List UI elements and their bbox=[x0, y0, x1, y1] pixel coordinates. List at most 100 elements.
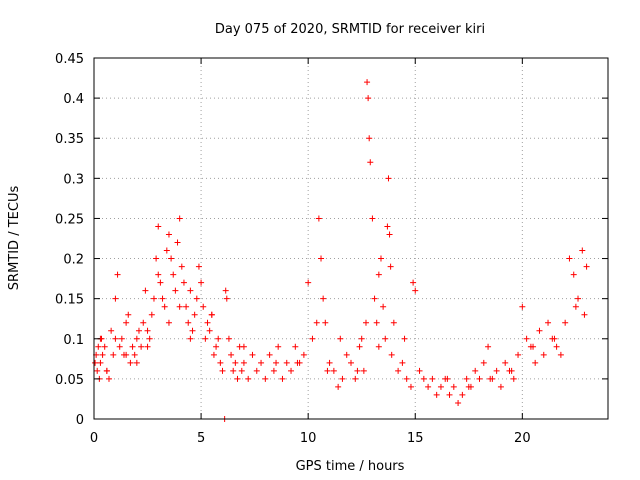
data-point bbox=[206, 327, 213, 334]
data-point bbox=[103, 367, 110, 374]
data-point bbox=[92, 359, 99, 366]
data-point bbox=[118, 335, 125, 342]
data-point bbox=[551, 335, 558, 342]
data-point bbox=[463, 375, 470, 382]
data-point bbox=[112, 335, 119, 342]
data-point bbox=[294, 359, 301, 366]
x-tick-label: 20 bbox=[514, 431, 531, 446]
data-point bbox=[324, 367, 331, 374]
data-point bbox=[437, 383, 444, 390]
data-point bbox=[234, 375, 241, 382]
y-tick-label: 0.35 bbox=[55, 132, 84, 147]
data-point bbox=[416, 367, 423, 374]
data-point bbox=[343, 351, 350, 358]
data-point bbox=[579, 247, 586, 254]
data-point bbox=[176, 303, 183, 310]
data-points bbox=[92, 79, 590, 422]
data-point bbox=[420, 375, 427, 382]
data-point bbox=[433, 391, 440, 398]
data-point bbox=[153, 255, 160, 262]
data-point bbox=[459, 391, 466, 398]
data-point bbox=[210, 351, 217, 358]
data-point bbox=[94, 367, 101, 374]
data-point bbox=[388, 351, 395, 358]
data-point bbox=[204, 319, 211, 326]
data-point bbox=[193, 295, 200, 302]
data-point bbox=[95, 343, 102, 350]
data-point bbox=[523, 335, 530, 342]
data-point bbox=[142, 287, 149, 294]
data-point bbox=[157, 279, 164, 286]
data-point bbox=[161, 303, 168, 310]
data-point bbox=[275, 343, 282, 350]
data-point bbox=[465, 383, 472, 390]
data-point bbox=[138, 343, 145, 350]
x-axis-label: GPS time / hours bbox=[296, 459, 405, 474]
data-point bbox=[249, 351, 256, 358]
data-point bbox=[375, 271, 382, 278]
data-point bbox=[187, 335, 194, 342]
data-point bbox=[377, 255, 384, 262]
data-point bbox=[401, 335, 408, 342]
data-point bbox=[425, 383, 432, 390]
data-point bbox=[219, 367, 226, 374]
data-point bbox=[168, 255, 175, 262]
data-point bbox=[386, 231, 393, 238]
data-point bbox=[116, 343, 123, 350]
data-point bbox=[450, 383, 457, 390]
data-point bbox=[390, 319, 397, 326]
data-point bbox=[305, 279, 312, 286]
data-point bbox=[487, 375, 494, 382]
data-point bbox=[364, 79, 371, 86]
data-point bbox=[562, 319, 569, 326]
x-tick-label: 5 bbox=[197, 431, 205, 446]
x-tick-label: 10 bbox=[300, 431, 317, 446]
y-axis-label: SRMTID / TECUs bbox=[7, 186, 22, 291]
data-point bbox=[366, 135, 373, 142]
data-point bbox=[493, 367, 500, 374]
data-point bbox=[444, 375, 451, 382]
data-point bbox=[240, 343, 247, 350]
data-point bbox=[371, 295, 378, 302]
data-point bbox=[292, 343, 299, 350]
data-point bbox=[133, 335, 140, 342]
data-point bbox=[198, 279, 205, 286]
data-point bbox=[429, 375, 436, 382]
data-point bbox=[176, 215, 183, 222]
data-point bbox=[300, 351, 307, 358]
data-point bbox=[129, 343, 136, 350]
data-point bbox=[208, 311, 215, 318]
data-point bbox=[228, 351, 235, 358]
data-point bbox=[270, 367, 277, 374]
data-point bbox=[358, 335, 365, 342]
y-axis: 0 0.05 0.1 0.15 0.2 0.25 0.3 0.35 0.4 0.45 bbox=[55, 52, 608, 428]
data-point bbox=[155, 223, 162, 230]
data-point bbox=[140, 319, 147, 326]
data-point bbox=[225, 335, 232, 342]
data-point bbox=[163, 247, 170, 254]
data-point bbox=[172, 287, 179, 294]
data-point bbox=[159, 295, 166, 302]
data-point bbox=[238, 367, 245, 374]
data-point bbox=[217, 359, 224, 366]
data-point bbox=[476, 375, 483, 382]
data-point bbox=[382, 335, 389, 342]
x-tick-label: 15 bbox=[407, 431, 424, 446]
data-point bbox=[262, 375, 269, 382]
data-point bbox=[515, 351, 522, 358]
data-point bbox=[99, 351, 106, 358]
data-point bbox=[191, 311, 198, 318]
data-point bbox=[395, 367, 402, 374]
data-point bbox=[148, 311, 155, 318]
y-tick-label: 0.05 bbox=[55, 373, 84, 388]
data-point bbox=[510, 375, 517, 382]
data-point bbox=[385, 175, 392, 182]
data-point bbox=[230, 367, 237, 374]
data-point bbox=[114, 271, 121, 278]
data-point bbox=[258, 359, 265, 366]
chart-title: Day 075 of 2020, SRMTID for receiver kir… bbox=[215, 22, 485, 37]
data-point bbox=[575, 295, 582, 302]
data-point bbox=[365, 95, 372, 102]
data-point bbox=[519, 303, 526, 310]
data-point bbox=[497, 383, 504, 390]
